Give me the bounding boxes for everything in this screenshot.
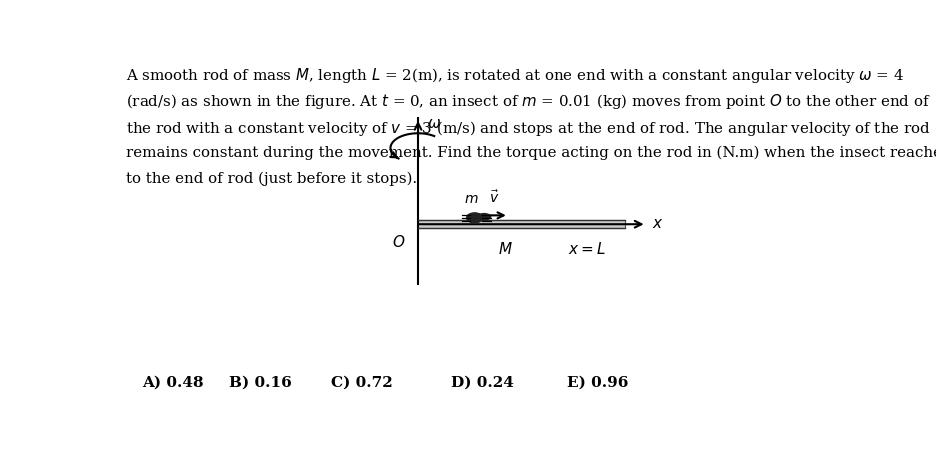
Ellipse shape xyxy=(467,213,483,224)
Text: B) 0.16: B) 0.16 xyxy=(229,375,292,389)
Text: $O$: $O$ xyxy=(392,234,405,250)
Bar xyxy=(418,221,625,229)
Text: E) 0.96: E) 0.96 xyxy=(567,375,628,389)
Text: $x = L$: $x = L$ xyxy=(568,241,606,257)
Text: (rad/s) as shown in the figure. At $t$ = 0, an insect of $m$ = 0.01 (kg) moves f: (rad/s) as shown in the figure. At $t$ =… xyxy=(125,92,930,111)
Text: $\omega$: $\omega$ xyxy=(428,117,442,131)
Text: $m$: $m$ xyxy=(464,191,479,205)
Text: the rod with a constant velocity of $v$ = 3 (m/s) and stops at the end of rod. T: the rod with a constant velocity of $v$ … xyxy=(125,119,930,138)
Circle shape xyxy=(477,214,490,220)
Text: A) 0.48: A) 0.48 xyxy=(142,375,204,389)
Text: $x$: $x$ xyxy=(652,217,664,231)
Text: A smooth rod of mass $M$, length $L$ = 2(m), is rotated at one end with a consta: A smooth rod of mass $M$, length $L$ = 2… xyxy=(125,66,904,84)
Text: $\vec{v}$: $\vec{v}$ xyxy=(489,189,500,205)
Text: to the end of rod (just before it stops).: to the end of rod (just before it stops)… xyxy=(125,172,417,186)
Text: remains constant during the movement. Find the torque acting on the rod in (N.m): remains constant during the movement. Fi… xyxy=(125,145,936,160)
Text: $M$: $M$ xyxy=(498,241,513,257)
Text: D) 0.24: D) 0.24 xyxy=(451,375,514,389)
Text: C) 0.72: C) 0.72 xyxy=(331,375,393,389)
